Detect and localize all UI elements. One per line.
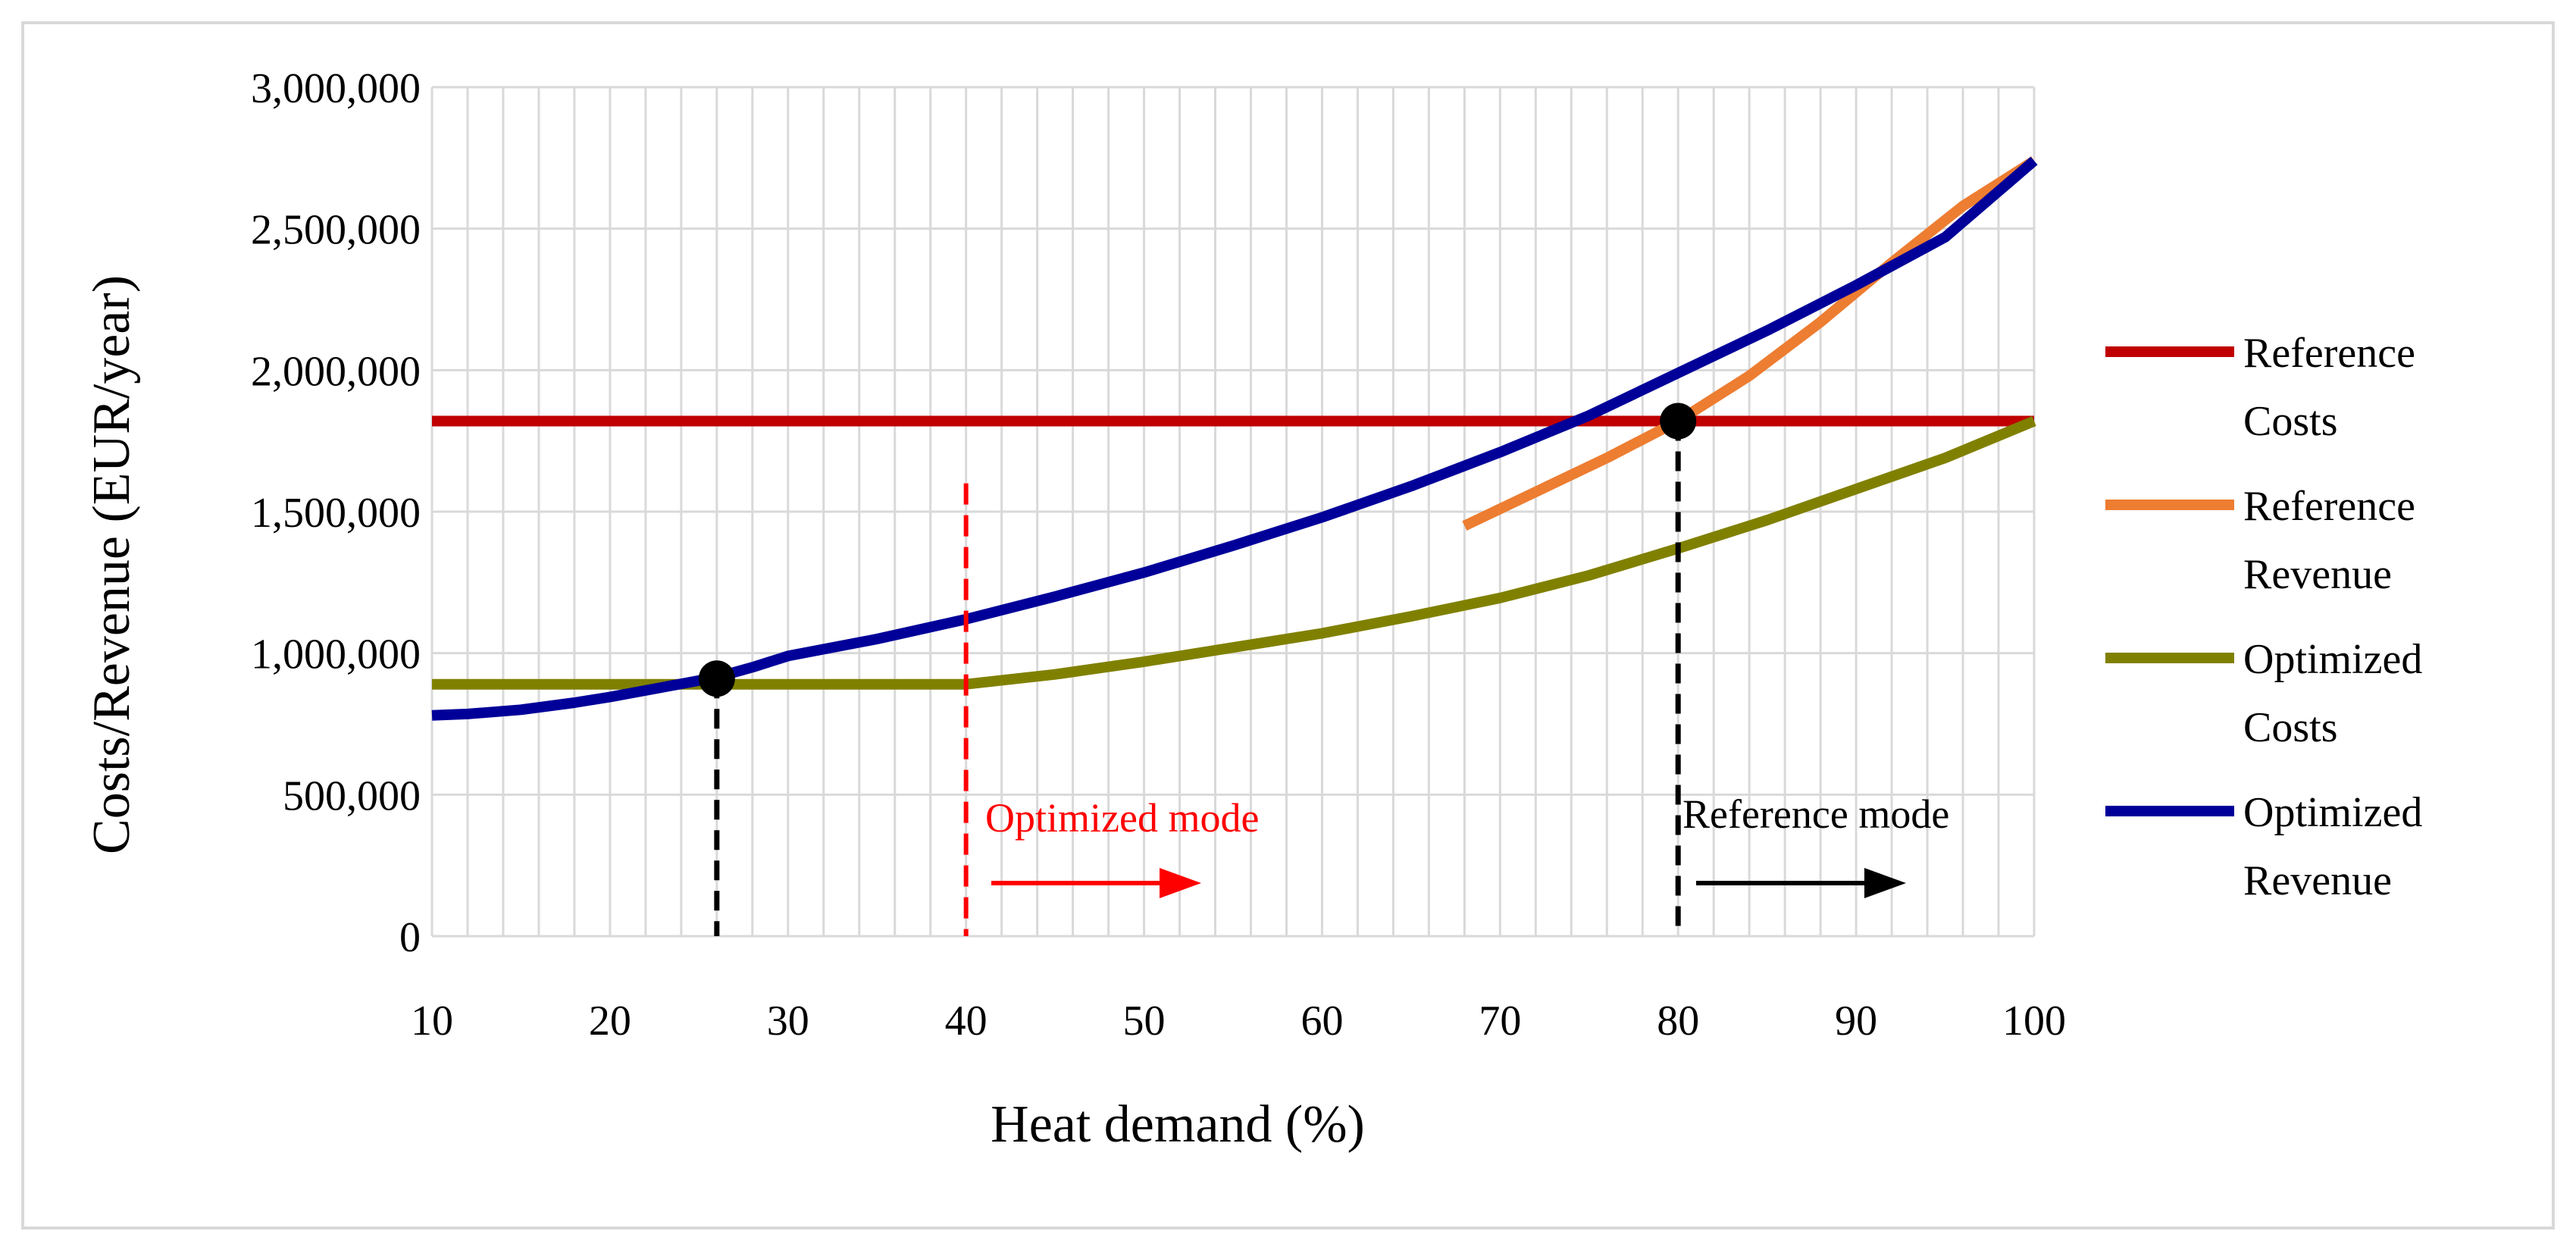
intersection-points: [698, 403, 1697, 697]
x-tick-label: 10: [411, 998, 453, 1045]
chart-frame: [21, 21, 2555, 1230]
optimized-mode-label: Optimized mode: [985, 795, 1259, 841]
legend-label-optimized-costs: Costs: [2243, 704, 2338, 751]
legend-label-optimized-revenue: Revenue: [2243, 857, 2392, 904]
x-tick-label: 70: [1479, 998, 1521, 1045]
y-tick-label: 3,000,000: [251, 65, 421, 112]
x-tick-label: 90: [1835, 998, 1877, 1045]
y-axis-title: Costs/Revenue (EUR/year): [83, 275, 141, 854]
legend-label-optimized-revenue: Optimized: [2243, 789, 2422, 836]
legend-label-reference-revenue: Reference: [2243, 483, 2415, 530]
legend-label-reference-revenue: Revenue: [2243, 551, 2392, 598]
optimized-mode-arrowhead: [1160, 868, 1201, 898]
intersection-marker: [1660, 403, 1697, 440]
legend: Reference Costs Reference Revenue Optimized C…: [2105, 330, 2422, 904]
x-axis-ticks: 10 20 30 40 50 60 70 80 90 100: [411, 998, 2066, 1045]
y-tick-label: 2,500,000: [251, 207, 421, 254]
plot-series: [431, 156, 2038, 721]
y-tick-label: 2,000,000: [251, 348, 421, 395]
legend-label-reference-costs: Costs: [2243, 398, 2338, 445]
legend-label-optimized-costs: Optimized: [2243, 636, 2422, 683]
y-tick-label: 500,000: [283, 772, 421, 819]
x-tick-label: 20: [589, 998, 631, 1045]
x-tick-label: 50: [1123, 998, 1166, 1045]
y-tick-label: 0: [399, 914, 421, 961]
x-tick-label: 40: [945, 998, 988, 1045]
mode-annotations: Optimized mode Reference mode: [714, 421, 1949, 936]
series-line-optimized-costs: [432, 416, 2036, 690]
reference-mode-label: Reference mode: [1682, 791, 1949, 837]
legend-label-reference-costs: Reference: [2243, 330, 2415, 377]
x-axis-title: Heat demand (%): [991, 1095, 1365, 1154]
x-tick-label: 60: [1301, 998, 1343, 1045]
x-tick-label: 30: [767, 998, 809, 1045]
series-line-optimized-revenue: [431, 156, 2038, 721]
x-tick-label: 100: [2002, 998, 2066, 1045]
y-axis-ticks: 0 500,000 1,000,000 1,500,000 2,000,000 2,500…: [251, 65, 421, 961]
series-line-reference-revenue: [1462, 156, 2037, 531]
y-tick-label: 1,000,000: [251, 631, 421, 678]
gridlines: [430, 86, 2036, 938]
x-tick-label: 80: [1657, 998, 1699, 1045]
y-tick-label: 1,500,000: [251, 490, 421, 537]
reference-mode-arrowhead: [1864, 868, 1906, 898]
intersection-marker: [698, 660, 735, 697]
